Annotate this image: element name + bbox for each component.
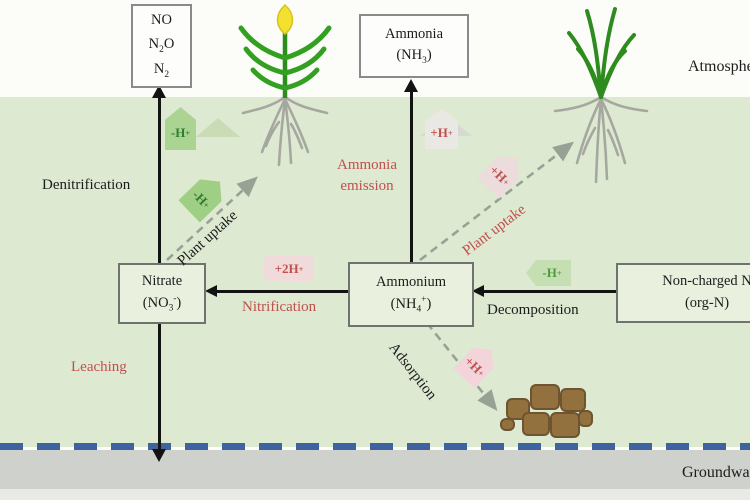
ammonia-emission-label: Ammonia emission — [337, 157, 397, 194]
gas-formula: N2O — [148, 35, 175, 55]
ammonium-name: Ammonium — [375, 273, 447, 290]
nitrate-name: Nitrate — [141, 272, 183, 289]
gas-formula: N2 — [153, 60, 170, 80]
corn-plant-with-roots-icon — [238, 3, 332, 167]
soil-mound-icon — [196, 118, 240, 137]
leaching-arrowhead — [152, 449, 166, 462]
organic-n-formula: (org-N) — [684, 295, 730, 311]
proton-tag-nitrification: +2H + — [264, 256, 314, 281]
ammonia-emission-arrowhead — [404, 79, 418, 92]
organic-n-name: Non-charged N — [662, 273, 750, 290]
water-table-dashed-line — [0, 443, 750, 450]
organic-nitrogen-box: Non-charged N (org-N) — [616, 263, 750, 323]
grass-plant-with-roots-icon — [553, 7, 649, 184]
ammonia-emission-arrow-line — [410, 90, 413, 262]
decomposition-arrowhead — [472, 285, 484, 297]
nitrate-box: Nitrate (NO3-) — [118, 263, 206, 324]
groundwater-region — [0, 450, 750, 500]
denitrification-arrowhead — [152, 85, 166, 98]
denitrification-label: Denitrification — [42, 177, 131, 193]
atmosphere-label: Atmosphere — [688, 58, 750, 75]
nitrification-arrowhead — [205, 285, 217, 297]
leaching-arrow-line — [158, 323, 161, 450]
nitrification-label: Nitrification — [242, 299, 317, 315]
ammonium-formula: (NH4+) — [390, 295, 432, 316]
ammonia-name: Ammonia — [384, 25, 443, 42]
plant-uptake-nitrate-dashed-arrow — [166, 176, 258, 261]
ammonia-formula: (NH3) — [396, 47, 432, 67]
ammonium-box: Ammonium (NH4+) — [348, 262, 474, 327]
groundwater-label: Groundwater — [682, 464, 750, 481]
denitrification-arrow-line — [158, 96, 161, 264]
ammonia-box: Ammonia (NH3) — [359, 14, 469, 78]
nitrification-arrow-line — [215, 290, 349, 293]
leaching-label: Leaching — [71, 359, 127, 375]
proton-tag-decomposition: -H + — [526, 260, 571, 286]
plant-uptake-ammonium-dashed-arrow — [419, 141, 575, 262]
gases-box: NO N2O N2 — [131, 4, 192, 88]
nitrate-formula: (NO3-) — [142, 294, 182, 315]
decomposition-arrow-line — [482, 290, 616, 293]
decomposition-label: Decomposition — [487, 302, 579, 318]
gas-formula: NO — [151, 12, 172, 29]
soil-clumps-icon — [500, 382, 596, 438]
